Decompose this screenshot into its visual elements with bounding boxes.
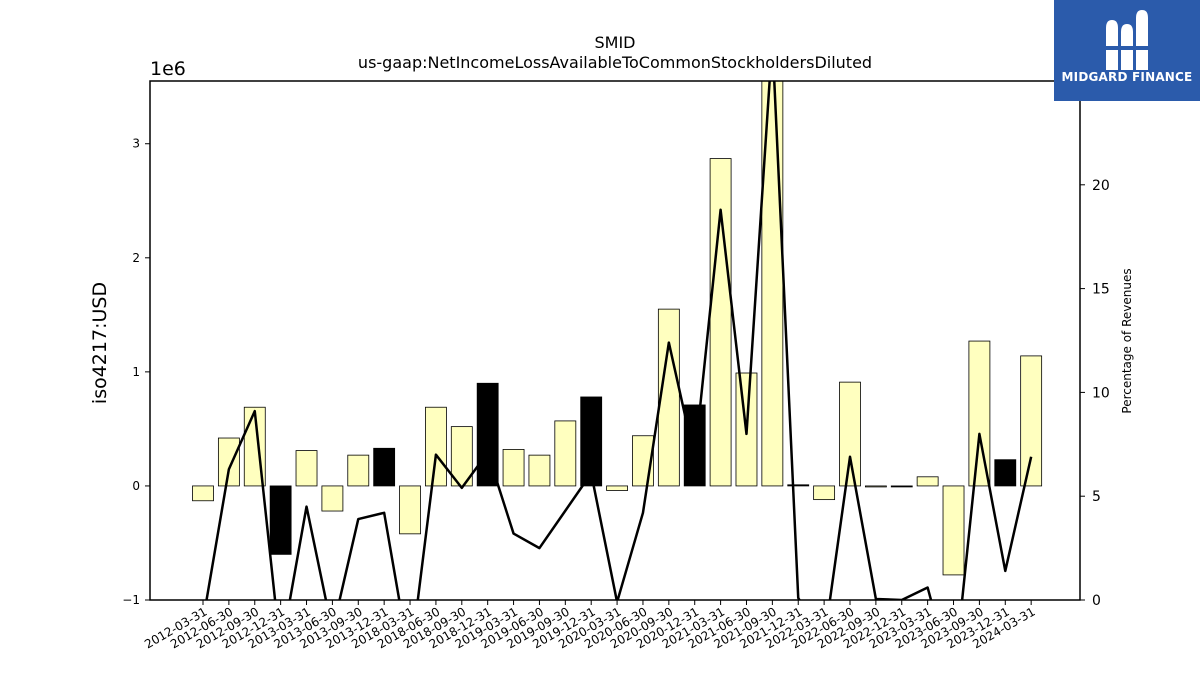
bar-2021-03-31 [709,158,732,487]
y-axis-scale-label: 1e6 [150,58,186,80]
y-tick-label: 2 [132,251,140,265]
bar-2020-12-31 [683,404,706,487]
chart-title: SMID [595,33,636,52]
bar-2012-03-31 [192,485,214,502]
y2-axis-label: Percentage of Revenues [1120,268,1134,413]
y-tick-label: 0 [132,479,140,493]
percentage-line [205,81,1033,600]
plot-frame [149,80,1081,601]
bar-2013-09-30 [347,454,370,487]
y-tick-label: −1 [122,593,140,607]
bar-2020-03-31 [606,485,628,491]
y2-tick-label: 20 [1092,178,1110,194]
y-tick-label: 1 [132,365,140,379]
bar-2018-03-31 [399,485,421,535]
bar-2013-03-31 [295,450,318,487]
bar-2024-03-31 [1020,355,1043,487]
bar-2012-06-30 [217,437,240,487]
bar-2019-06-30 [528,454,551,487]
y2-tick-label: 0 [1092,593,1101,609]
y2-tick-label: 5 [1092,489,1101,505]
bar-2013-12-31 [373,447,396,487]
bar-2018-06-30 [425,406,447,487]
bar-2018-12-31 [476,382,499,487]
logo: MIDGARD FINANCE [1054,0,1200,101]
bar-2019-03-31 [502,449,525,487]
logo-mark-icon [1104,10,1150,70]
logo-text: MIDGARD FINANCE [1061,70,1193,84]
bar-2023-03-31 [916,476,939,487]
bar-2023-12-31 [994,459,1017,487]
y-tick-label: 3 [132,137,140,151]
chart-subtitle: us-gaap:NetIncomeLossAvailableToCommonSt… [358,53,872,72]
bar-2022-09-30 [864,485,887,488]
bar-2012-12-31 [269,485,292,555]
y-axis-label: iso4217:USD [89,282,111,404]
bar-2019-09-30 [554,420,577,487]
bar-2020-09-30 [657,308,680,487]
y2-tick-label: 10 [1092,385,1110,401]
bar-2022-06-30 [839,381,861,487]
bar-2023-09-30 [968,340,991,487]
bar-2021-12-31 [787,484,810,487]
y2-tick-label: 15 [1092,282,1110,298]
bar-2023-06-30 [942,485,965,576]
bar-2019-12-31 [580,396,603,487]
bar-2022-03-31 [813,485,836,501]
bar-2013-06-30 [321,485,344,512]
bar-2022-12-31 [890,485,913,488]
